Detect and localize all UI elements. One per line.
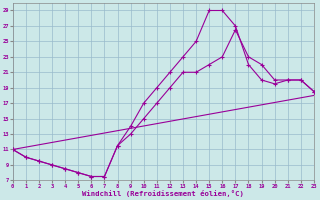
X-axis label: Windchill (Refroidissement éolien,°C): Windchill (Refroidissement éolien,°C): [83, 190, 244, 197]
